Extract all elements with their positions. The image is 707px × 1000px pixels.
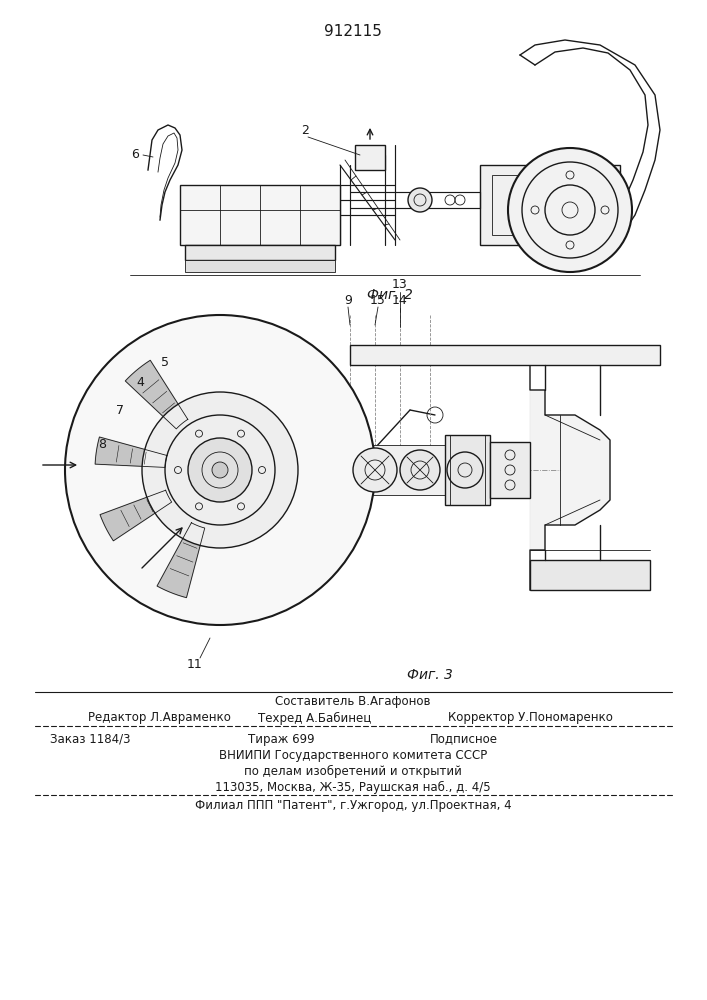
Text: 912115: 912115 — [324, 24, 382, 39]
Polygon shape — [81, 330, 333, 609]
Circle shape — [508, 148, 632, 272]
Polygon shape — [490, 442, 530, 498]
Text: по делам изобретений и открытий: по делам изобретений и открытий — [244, 764, 462, 778]
Polygon shape — [95, 437, 167, 467]
Text: 2: 2 — [301, 123, 309, 136]
Text: ВНИИПИ Государственного комитета СССР: ВНИИПИ Государственного комитета СССР — [219, 748, 487, 762]
Circle shape — [353, 448, 397, 492]
Polygon shape — [370, 445, 450, 495]
Polygon shape — [350, 345, 660, 365]
Text: Фиг. 2: Фиг. 2 — [367, 288, 413, 302]
Text: Редактор Л.Авраменко: Редактор Л.Авраменко — [88, 712, 231, 724]
Text: 6: 6 — [131, 148, 139, 161]
Polygon shape — [125, 360, 188, 429]
Text: Филиал ППП "Патент", г.Ужгород, ул.Проектная, 4: Филиал ППП "Патент", г.Ужгород, ул.Проек… — [194, 800, 511, 812]
Text: Подписное: Подписное — [430, 732, 498, 746]
Text: 4: 4 — [136, 375, 144, 388]
Text: 8: 8 — [98, 438, 106, 452]
Circle shape — [400, 450, 440, 490]
Polygon shape — [355, 145, 385, 170]
Text: 13: 13 — [392, 278, 408, 292]
Text: 5: 5 — [161, 356, 169, 368]
Polygon shape — [185, 245, 335, 260]
Text: 7: 7 — [116, 403, 124, 416]
Circle shape — [65, 315, 375, 625]
Polygon shape — [100, 490, 172, 541]
Circle shape — [212, 462, 228, 478]
Text: Корректор У.Пономаренко: Корректор У.Пономаренко — [448, 712, 613, 724]
Text: Фиг. 3: Фиг. 3 — [407, 668, 453, 682]
Polygon shape — [530, 560, 650, 590]
Text: 113035, Москва, Ж-35, Раушская наб., д. 4/5: 113035, Москва, Ж-35, Раушская наб., д. … — [215, 780, 491, 794]
Circle shape — [188, 438, 252, 502]
Circle shape — [142, 392, 298, 548]
Polygon shape — [480, 165, 620, 245]
Text: 14: 14 — [392, 294, 408, 306]
Text: Техред А.Бабинец: Техред А.Бабинец — [258, 711, 371, 725]
Polygon shape — [445, 435, 490, 505]
Text: Составитель В.Агафонов: Составитель В.Агафонов — [275, 696, 431, 708]
Polygon shape — [530, 350, 610, 590]
Text: 11: 11 — [187, 658, 203, 672]
Text: Тираж 699: Тираж 699 — [248, 732, 315, 746]
Text: Заказ 1184/3: Заказ 1184/3 — [50, 732, 131, 746]
Polygon shape — [157, 523, 205, 598]
Circle shape — [408, 188, 432, 212]
Text: 9: 9 — [344, 294, 352, 306]
Text: 15: 15 — [370, 294, 386, 306]
Polygon shape — [185, 260, 335, 272]
Polygon shape — [180, 185, 340, 245]
